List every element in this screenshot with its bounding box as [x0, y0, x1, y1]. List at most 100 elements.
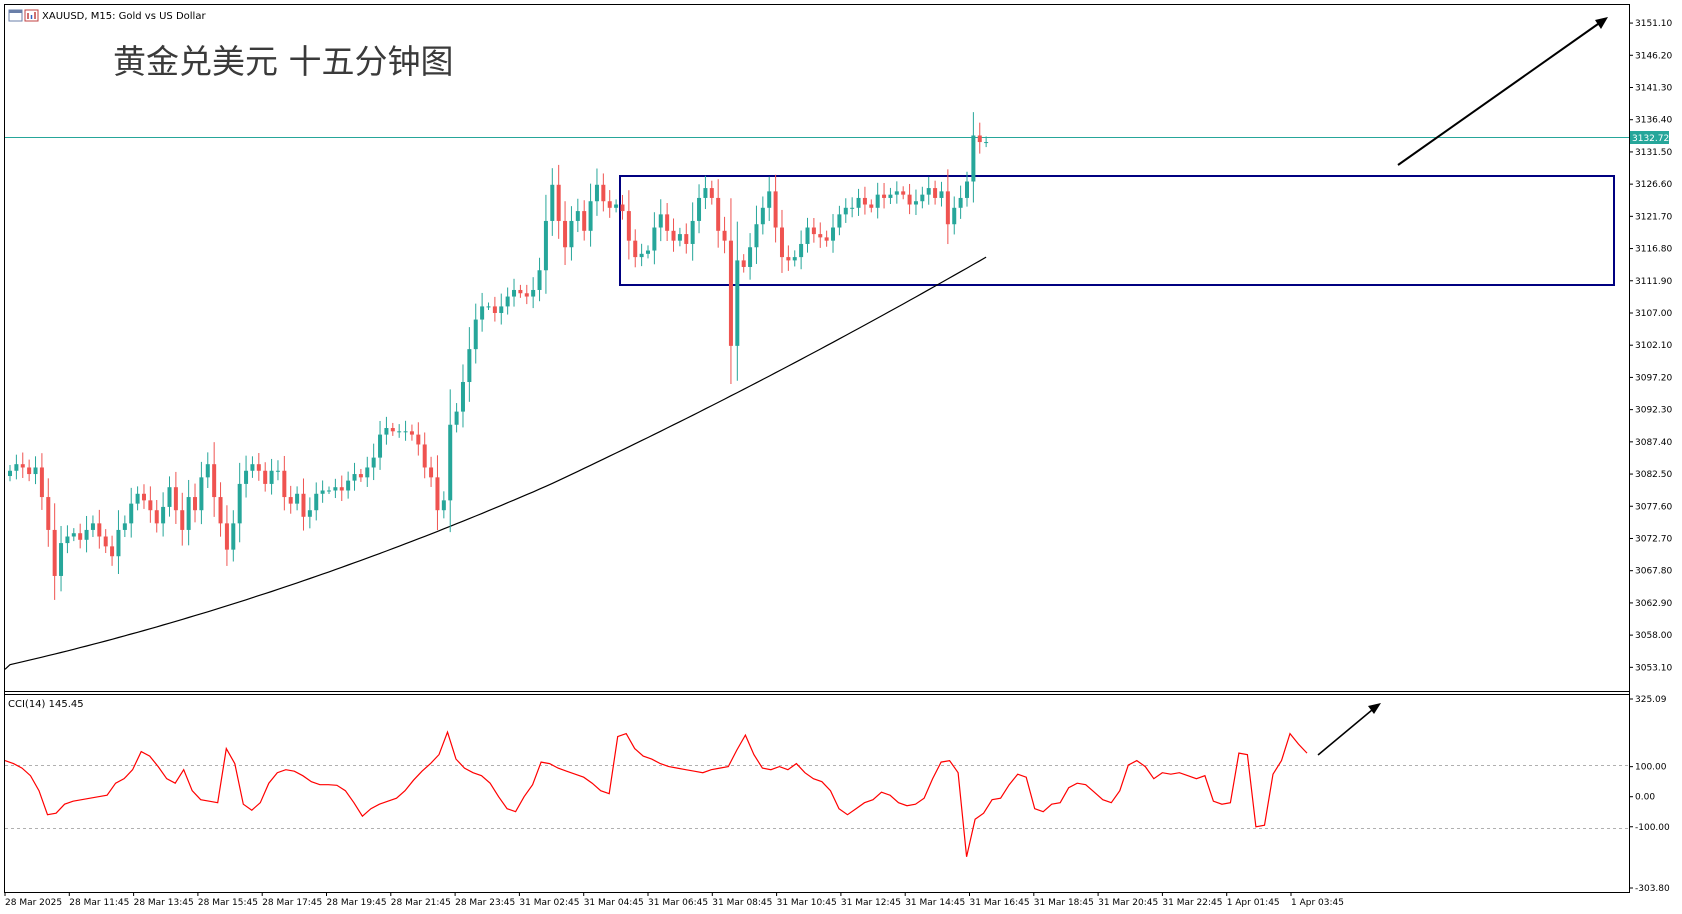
- candle-body: [59, 543, 64, 576]
- candle: [505, 287, 510, 315]
- candle: [569, 206, 574, 261]
- candle: [575, 198, 580, 233]
- candle-body: [856, 197, 861, 208]
- candle-body: [588, 201, 593, 231]
- candle-body: [269, 470, 274, 484]
- cci-tick-label: -303.80: [1635, 884, 1670, 894]
- candle: [129, 487, 134, 538]
- candle-body: [824, 237, 829, 241]
- candle-body: [409, 431, 414, 435]
- candle: [97, 509, 102, 549]
- time-tick-label: 31 Mar 22:45: [1162, 898, 1222, 908]
- candle-body: [46, 497, 51, 530]
- candle-body: [282, 470, 287, 498]
- price-tick-label: 3126.60: [1635, 180, 1672, 190]
- candle-body: [371, 457, 376, 468]
- candle-body: [633, 240, 638, 258]
- candle: [984, 136, 989, 148]
- candle: [180, 492, 185, 546]
- candle: [205, 452, 210, 488]
- candle-body: [512, 289, 517, 297]
- candle: [256, 453, 261, 481]
- candle-body: [665, 214, 670, 231]
- candle: [703, 175, 708, 210]
- candle: [161, 492, 166, 537]
- candle: [582, 200, 587, 241]
- candle-body: [652, 227, 657, 251]
- candle-body: [173, 487, 178, 511]
- time-tick-label: 28 Mar 2025: [5, 898, 62, 908]
- candle-body: [945, 191, 950, 225]
- candle: [84, 515, 89, 553]
- moving-average-line: [4, 256, 987, 670]
- candle: [467, 327, 472, 402]
- window-icon[interactable]: [8, 9, 23, 22]
- candle: [339, 475, 344, 501]
- candle: [103, 529, 108, 554]
- candle: [614, 199, 619, 213]
- candle-body: [843, 207, 848, 215]
- candle-body: [614, 204, 619, 208]
- candle: [14, 454, 19, 480]
- candle: [779, 209, 784, 273]
- price-tick-label: 3082.50: [1635, 470, 1672, 480]
- candle: [524, 284, 529, 305]
- candle: [805, 217, 810, 253]
- candle-body: [709, 188, 714, 198]
- candle-body: [301, 493, 306, 517]
- candle-body: [779, 227, 784, 258]
- candle-body: [333, 487, 338, 491]
- candle-body: [103, 536, 108, 547]
- candle: [33, 456, 38, 485]
- candle: [231, 510, 236, 562]
- candle: [824, 230, 829, 247]
- candle-body: [435, 477, 440, 511]
- candle-body: [875, 194, 880, 208]
- candle: [52, 503, 57, 600]
- time-tick-label: 31 Mar 02:45: [519, 898, 579, 908]
- candle-body: [454, 411, 459, 425]
- candle: [116, 510, 121, 574]
- candle-body: [741, 260, 746, 267]
- candle-body: [384, 428, 389, 435]
- candle: [492, 296, 497, 322]
- candle-body: [882, 194, 887, 198]
- candle: [933, 180, 938, 205]
- candle-body: [837, 214, 842, 228]
- candle: [888, 187, 893, 205]
- candle: [59, 525, 64, 592]
- candle-body: [416, 434, 421, 445]
- candle-body: [161, 506, 166, 524]
- candle-body: [486, 306, 491, 308]
- candle-body: [314, 493, 319, 511]
- candle: [894, 181, 899, 204]
- candle-body: [492, 306, 497, 313]
- candle-body: [397, 431, 402, 433]
- price-trend-arrow: [1397, 17, 1608, 166]
- candle-body: [460, 382, 465, 412]
- candle: [882, 182, 887, 209]
- candle: [409, 424, 414, 441]
- candle: [913, 189, 918, 216]
- candle: [850, 197, 855, 218]
- cci-trend-arrow: [1317, 703, 1381, 756]
- candle-body: [218, 497, 223, 524]
- candle-body: [275, 470, 280, 472]
- candle: [429, 456, 434, 487]
- candle: [352, 462, 357, 491]
- chart-icon[interactable]: [24, 9, 39, 22]
- candle: [716, 179, 721, 248]
- price-tick-label: 3092.30: [1635, 406, 1672, 416]
- candle: [620, 194, 625, 220]
- candle-body: [575, 211, 580, 221]
- candle-body: [39, 467, 44, 498]
- candle-body: [786, 257, 791, 261]
- candle: [378, 420, 383, 470]
- candle: [320, 480, 325, 503]
- candle-body: [728, 240, 733, 346]
- candle-body: [518, 289, 523, 294]
- candle: [920, 186, 925, 209]
- candle: [594, 168, 599, 216]
- candle-body: [295, 493, 300, 504]
- candle-body: [971, 135, 976, 182]
